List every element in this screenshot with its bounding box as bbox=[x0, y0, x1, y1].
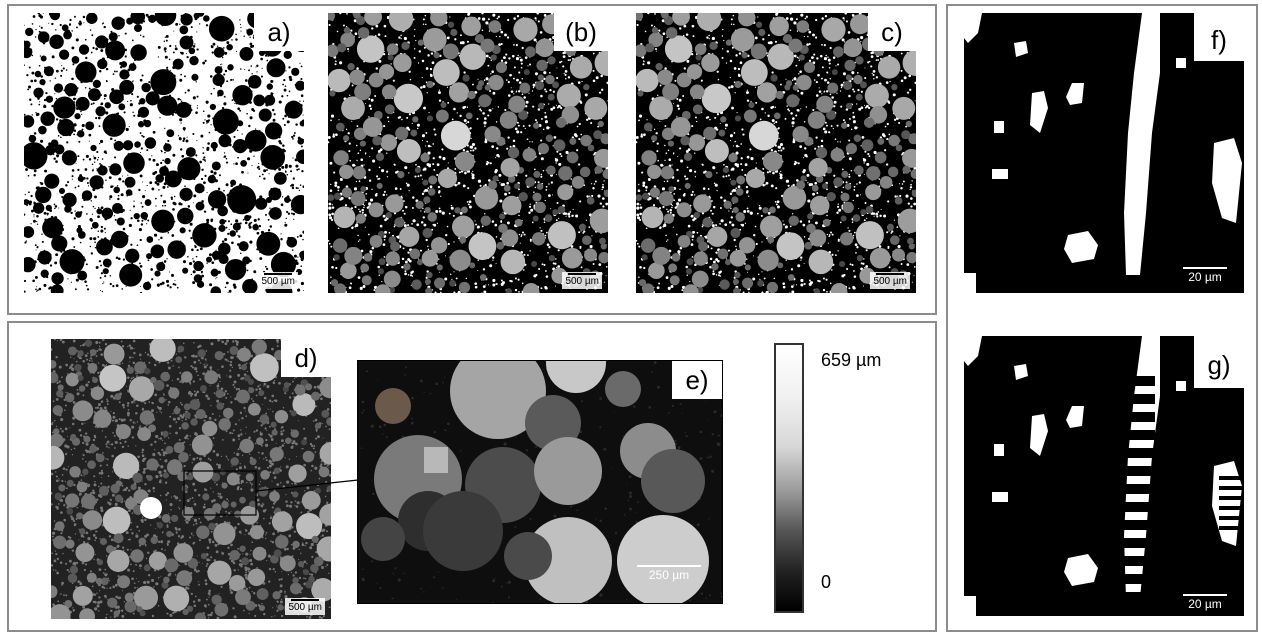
panel-d-scalebar: 500 µm bbox=[285, 598, 325, 615]
panel-b-scale-text: 500 µm bbox=[565, 276, 599, 287]
panel-c-scalebar: 500 µm bbox=[870, 272, 910, 289]
panel-f-label: f) bbox=[1194, 13, 1244, 61]
panel-g-scale-text: 20 µm bbox=[1188, 597, 1222, 611]
panel-d-size-map: d) 500 µm bbox=[51, 339, 331, 619]
panel-d-label: d) bbox=[281, 339, 331, 377]
panel-a-scalebar: 500 µm bbox=[258, 272, 298, 289]
panel-e-label: e) bbox=[672, 361, 722, 399]
top-panel-frame bbox=[7, 4, 937, 315]
panel-b-label: (b) bbox=[554, 13, 608, 51]
panel-a-scale-text: 500 µm bbox=[261, 276, 295, 287]
right-panel-frame bbox=[946, 4, 1258, 632]
panel-g-binary-crack: g) 20 µm bbox=[964, 336, 1244, 616]
colorbar-min-label: 0 bbox=[821, 572, 832, 592]
panel-e-scale-text: 250 µm bbox=[648, 568, 690, 582]
panel-e-scalebar: 250 µm bbox=[634, 564, 704, 583]
panel-d-scale-text: 500 µm bbox=[288, 602, 322, 613]
panel-e-image bbox=[360, 361, 722, 603]
colorbar bbox=[774, 343, 804, 613]
panel-a-label: a) bbox=[254, 13, 304, 51]
panel-b-scalebar: 500 µm bbox=[562, 272, 602, 289]
panel-d-image bbox=[51, 339, 331, 619]
panel-f-scalebar: 20 µm bbox=[1180, 266, 1230, 285]
panel-f-scale-text: 20 µm bbox=[1188, 270, 1222, 284]
panel-f-image bbox=[964, 13, 1242, 293]
panel-c-scale-text: 500 µm bbox=[873, 276, 907, 287]
colorbar-max-label: 659 µm bbox=[821, 350, 882, 370]
panel-a-binary-particles: a) 500 µm bbox=[24, 13, 304, 293]
panel-e-zoomed-size-map: e) 250 µm bbox=[357, 360, 723, 604]
panel-g-label: g) bbox=[1194, 336, 1244, 388]
panel-c-labeled-particles: c) 500 µm bbox=[636, 13, 916, 293]
bottom-panel-frame bbox=[7, 321, 937, 632]
panel-f-binary-crack: f) 20 µm bbox=[964, 13, 1244, 293]
panel-b-image bbox=[328, 13, 608, 293]
panel-g-image bbox=[964, 336, 1244, 616]
panel-b-labeled-particles: (b) 500 µm bbox=[328, 13, 608, 293]
panel-c-label: c) bbox=[868, 13, 916, 51]
panel-g-scalebar: 20 µm bbox=[1180, 593, 1230, 612]
